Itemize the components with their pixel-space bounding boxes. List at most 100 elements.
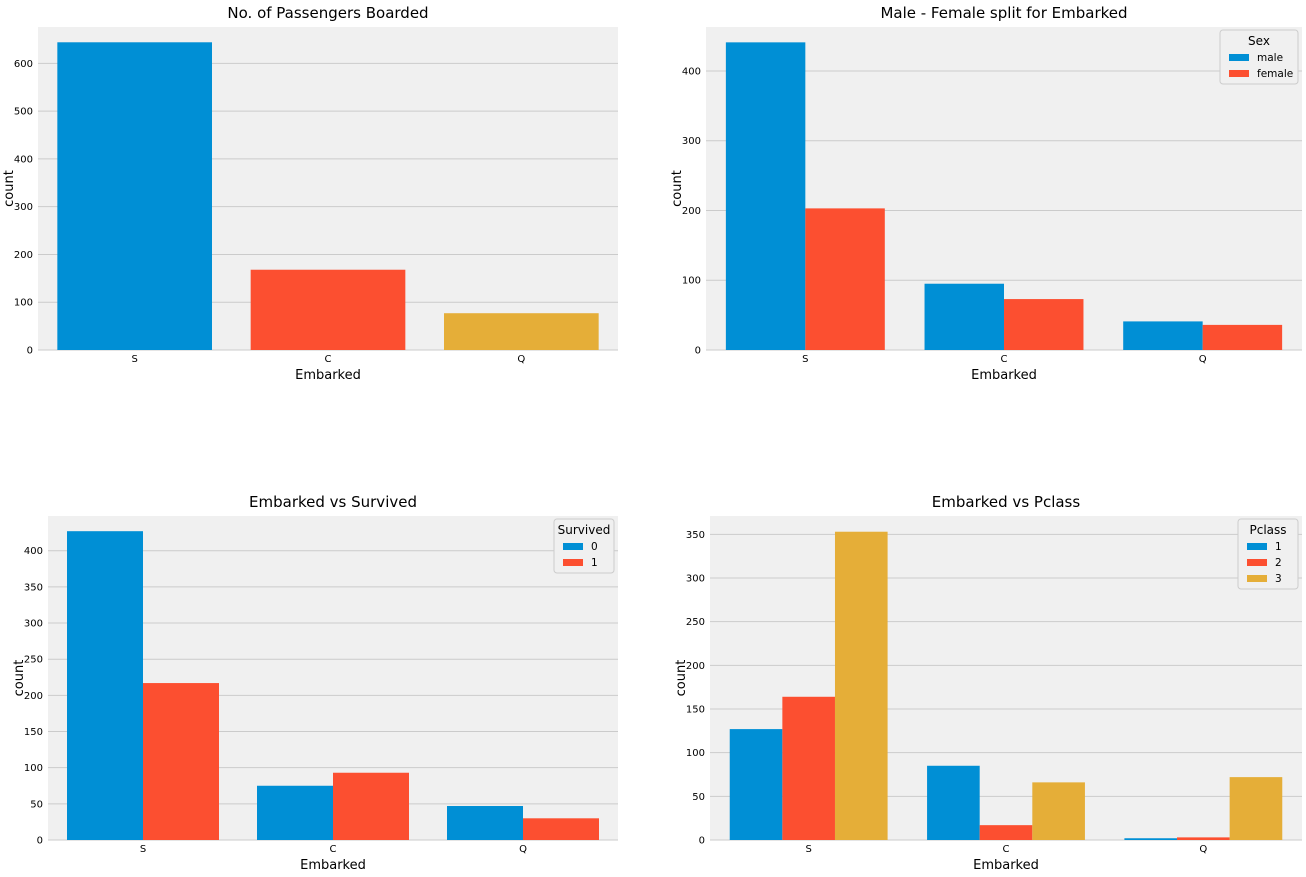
legend-frame [1237,518,1299,590]
y-tick-label: 250 [24,655,43,666]
legend-entry: female [1257,68,1293,80]
x-axis-label: Embarked [300,858,366,873]
legend-swatch [1229,70,1249,77]
x-tick-label: Q [517,354,525,365]
y-tick-label: 0 [37,836,43,847]
y-tick-label: 100 [14,298,33,309]
y-tick-label: 400 [24,546,43,557]
bar [782,696,835,840]
bar [523,818,599,840]
bar [67,531,143,840]
y-tick-label: 300 [682,136,701,147]
chart-title: No. of Passengers Boarded [227,4,428,22]
bar [924,283,1004,350]
y-axis-label: count [674,660,689,697]
y-tick-label: 150 [686,705,705,716]
chart-title: Male - Female split for Embarked [880,4,1127,22]
chart-2: 0 100 200 300 400 S C Q Male - Female split for … [670,4,1302,383]
bar [1032,782,1085,840]
bar [1004,299,1084,350]
y-tick-label: 350 [686,530,705,541]
y-tick-label: 300 [14,202,33,213]
bar [1177,837,1230,840]
legend-swatch [563,559,583,566]
x-axis-label: Embarked [973,858,1039,873]
chart-1: 0 100 200 300 400 500 600 S C Q No. of Passengers … [2,4,618,383]
bar [57,42,213,350]
x-tick-label: S [131,354,137,365]
y-tick-label: 300 [686,574,705,585]
legend-entry: 1 [1275,541,1282,553]
y-tick-label: 350 [24,582,43,593]
chart-4: 0 50 100 150 200 250 300 350 S C Q Embarked vs Pcla… [674,493,1302,873]
y-tick-label: 50 [692,792,705,803]
legend-entry: 3 [1275,573,1282,585]
x-axis-label: Embarked [295,368,361,383]
y-tick-label: 50 [30,799,43,810]
legend-swatch [1247,559,1267,566]
y-tick-label: 100 [686,748,705,759]
legend-entry: 2 [1275,557,1282,569]
x-tick-label: C [330,844,337,855]
y-tick-label: 0 [695,346,701,357]
chart-title: Embarked vs Survived [249,493,417,511]
y-tick-label: 100 [24,763,43,774]
bar [1124,838,1178,840]
bar [805,208,885,350]
y-tick-label: 600 [14,59,33,70]
legend: Pclass 1 2 3 [1237,518,1299,590]
bar [834,531,888,840]
y-tick-label: 200 [24,691,43,702]
legend: Sex male female [1219,29,1299,85]
y-tick-label: 200 [14,250,33,261]
bar [447,806,523,840]
y-tick-label: 0 [699,836,705,847]
chart-3: 0 50 100 150 200 250 300 350 400 S C Q Embarked vs S… [12,493,618,873]
x-axis-label: Embarked [971,368,1037,383]
bar [444,313,599,350]
x-tick-label: C [1003,844,1010,855]
y-tick-label: 400 [14,154,33,165]
bar [250,269,406,350]
bar [257,785,333,840]
y-tick-label: 200 [686,661,705,672]
bar [1202,324,1283,350]
legend-title: Pclass [1249,523,1286,537]
legend-swatch [563,543,583,550]
x-tick-label: Q [519,844,527,855]
legend: Survived 0 1 [553,518,615,574]
y-tick-label: 100 [682,276,701,287]
legend-swatch [1247,575,1267,582]
legend-entry: 1 [591,557,598,569]
legend-entry: 0 [591,541,598,553]
y-tick-label: 300 [24,619,43,630]
legend-title: Survived [558,523,611,537]
x-tick-label: C [1001,354,1008,365]
bar [979,825,1033,840]
bar [927,765,980,840]
x-tick-label: S [805,844,811,855]
x-tick-label: C [325,354,332,365]
y-tick-label: 500 [14,107,33,118]
bar [725,42,806,351]
legend-swatch [1229,54,1249,61]
y-tick-label: 0 [27,346,33,357]
y-tick-label: 200 [682,206,701,217]
bar [1123,321,1203,350]
x-tick-label: S [140,844,146,855]
y-axis-label: count [12,660,27,697]
y-axis-label: count [670,170,685,207]
chart-title: Embarked vs Pclass [932,493,1081,511]
legend-title: Sex [1248,34,1270,48]
y-tick-label: 250 [686,617,705,628]
legend-entry: male [1257,52,1283,64]
x-tick-label: S [802,354,808,365]
y-tick-label: 150 [24,727,43,738]
bar [729,729,783,840]
legend-swatch [1247,543,1267,550]
bar [1229,777,1283,840]
x-tick-label: Q [1199,844,1207,855]
y-tick-label: 400 [682,66,701,77]
x-tick-label: Q [1199,354,1207,365]
